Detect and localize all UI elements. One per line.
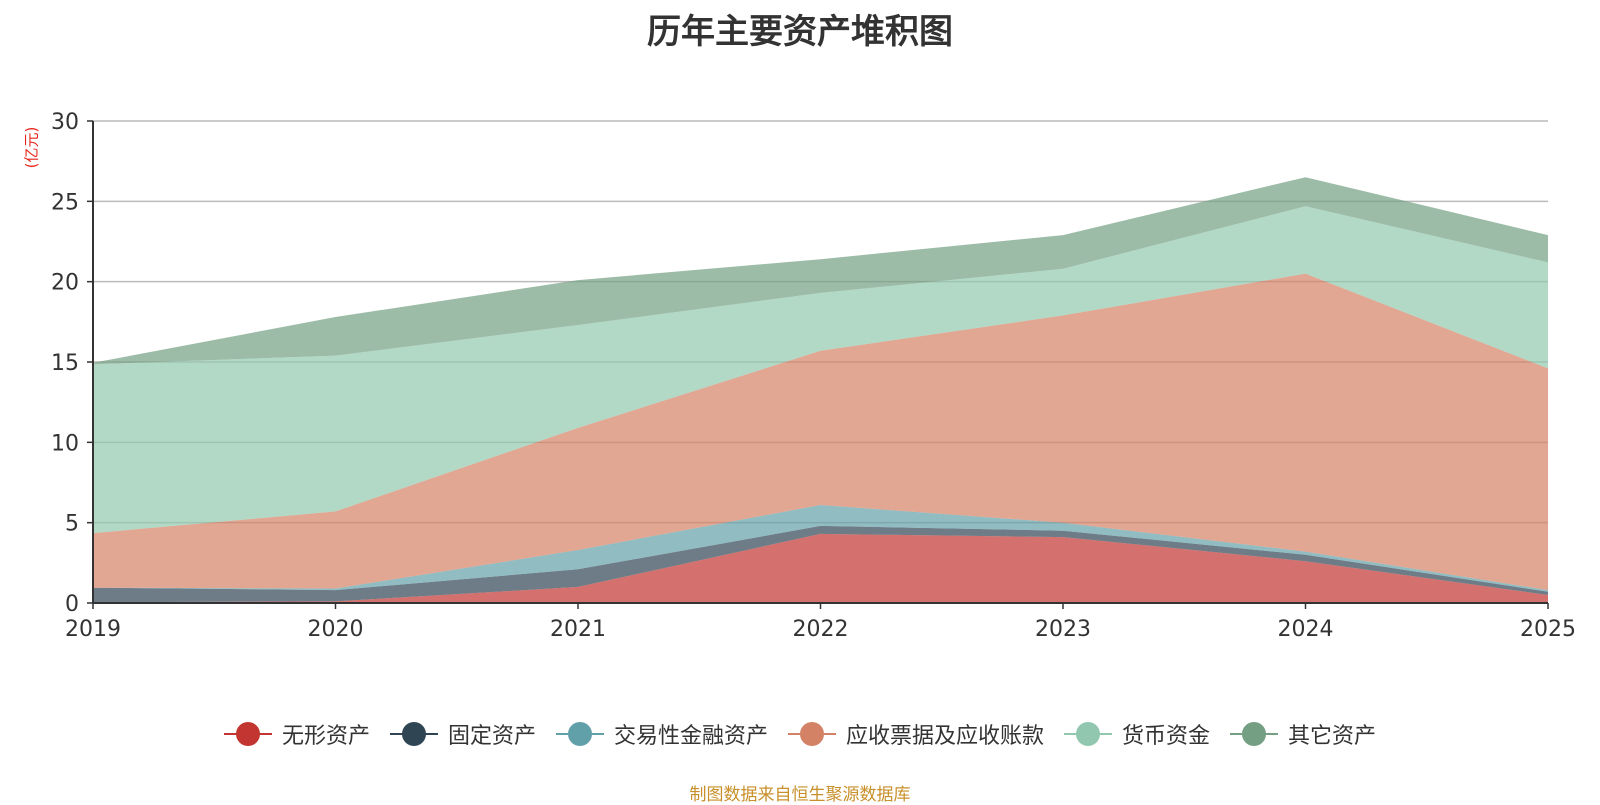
x-tick-label: 2021 (550, 617, 606, 642)
y-tick-label: 10 (51, 431, 79, 456)
legend-marker-icon (1064, 721, 1113, 747)
legend-label: 交易性金融资产 (613, 724, 768, 749)
legend-marker-icon (389, 721, 438, 747)
y-tick-label: 15 (51, 351, 79, 376)
legend-item[interactable]: 无形资产 (223, 718, 370, 750)
legend-item[interactable]: 其它资产 (1230, 718, 1376, 750)
legend-item[interactable]: 固定资产 (389, 718, 536, 750)
legend-label: 其它资产 (1288, 724, 1377, 749)
area-4 (93, 273, 1548, 591)
area-6 (93, 177, 1548, 365)
chart-title: 历年主要资产堆积图 (647, 12, 953, 52)
legend-marker-icon (223, 721, 272, 747)
x-tick-label: 2020 (308, 617, 364, 642)
area-1 (93, 533, 1548, 603)
x-tick-label: 2022 (793, 617, 849, 642)
legend-label: 货币资金 (1122, 724, 1211, 749)
area-2 (93, 525, 1548, 603)
x-tick-label: 2024 (1278, 617, 1334, 642)
x-tick-label: 2019 (65, 617, 121, 642)
legend-item[interactable]: 交易性金融资产 (555, 718, 768, 750)
legend-marker-icon (788, 721, 836, 747)
legend: 无形资产 固定资产 交易性金融资产 应收票据及应收账款 货币资金 其它资产 (0, 718, 1600, 750)
x-tick-label: 2023 (1035, 617, 1091, 642)
area-3 (93, 505, 1548, 592)
y-tick-label: 25 (51, 190, 79, 215)
y-tick-label: 20 (51, 271, 79, 296)
legend-label: 应收票据及应收账款 (846, 724, 1045, 749)
data-source-note: 制图数据来自恒生聚源数据库 (689, 785, 911, 805)
legend-label: 无形资产 (281, 724, 370, 749)
legend-marker-icon (555, 721, 604, 747)
legend-marker-icon (1230, 721, 1279, 747)
legend-label: 固定资产 (447, 724, 536, 749)
y-tick-label: 30 (51, 110, 79, 135)
y-tick-label: 0 (65, 592, 79, 617)
legend-item[interactable]: 应收票据及应收账款 (788, 718, 1044, 750)
y-tick-label: 5 (65, 512, 79, 537)
x-tick-label: 2025 (1520, 617, 1576, 642)
legend-item[interactable]: 货币资金 (1064, 718, 1210, 750)
area-5 (93, 206, 1548, 534)
